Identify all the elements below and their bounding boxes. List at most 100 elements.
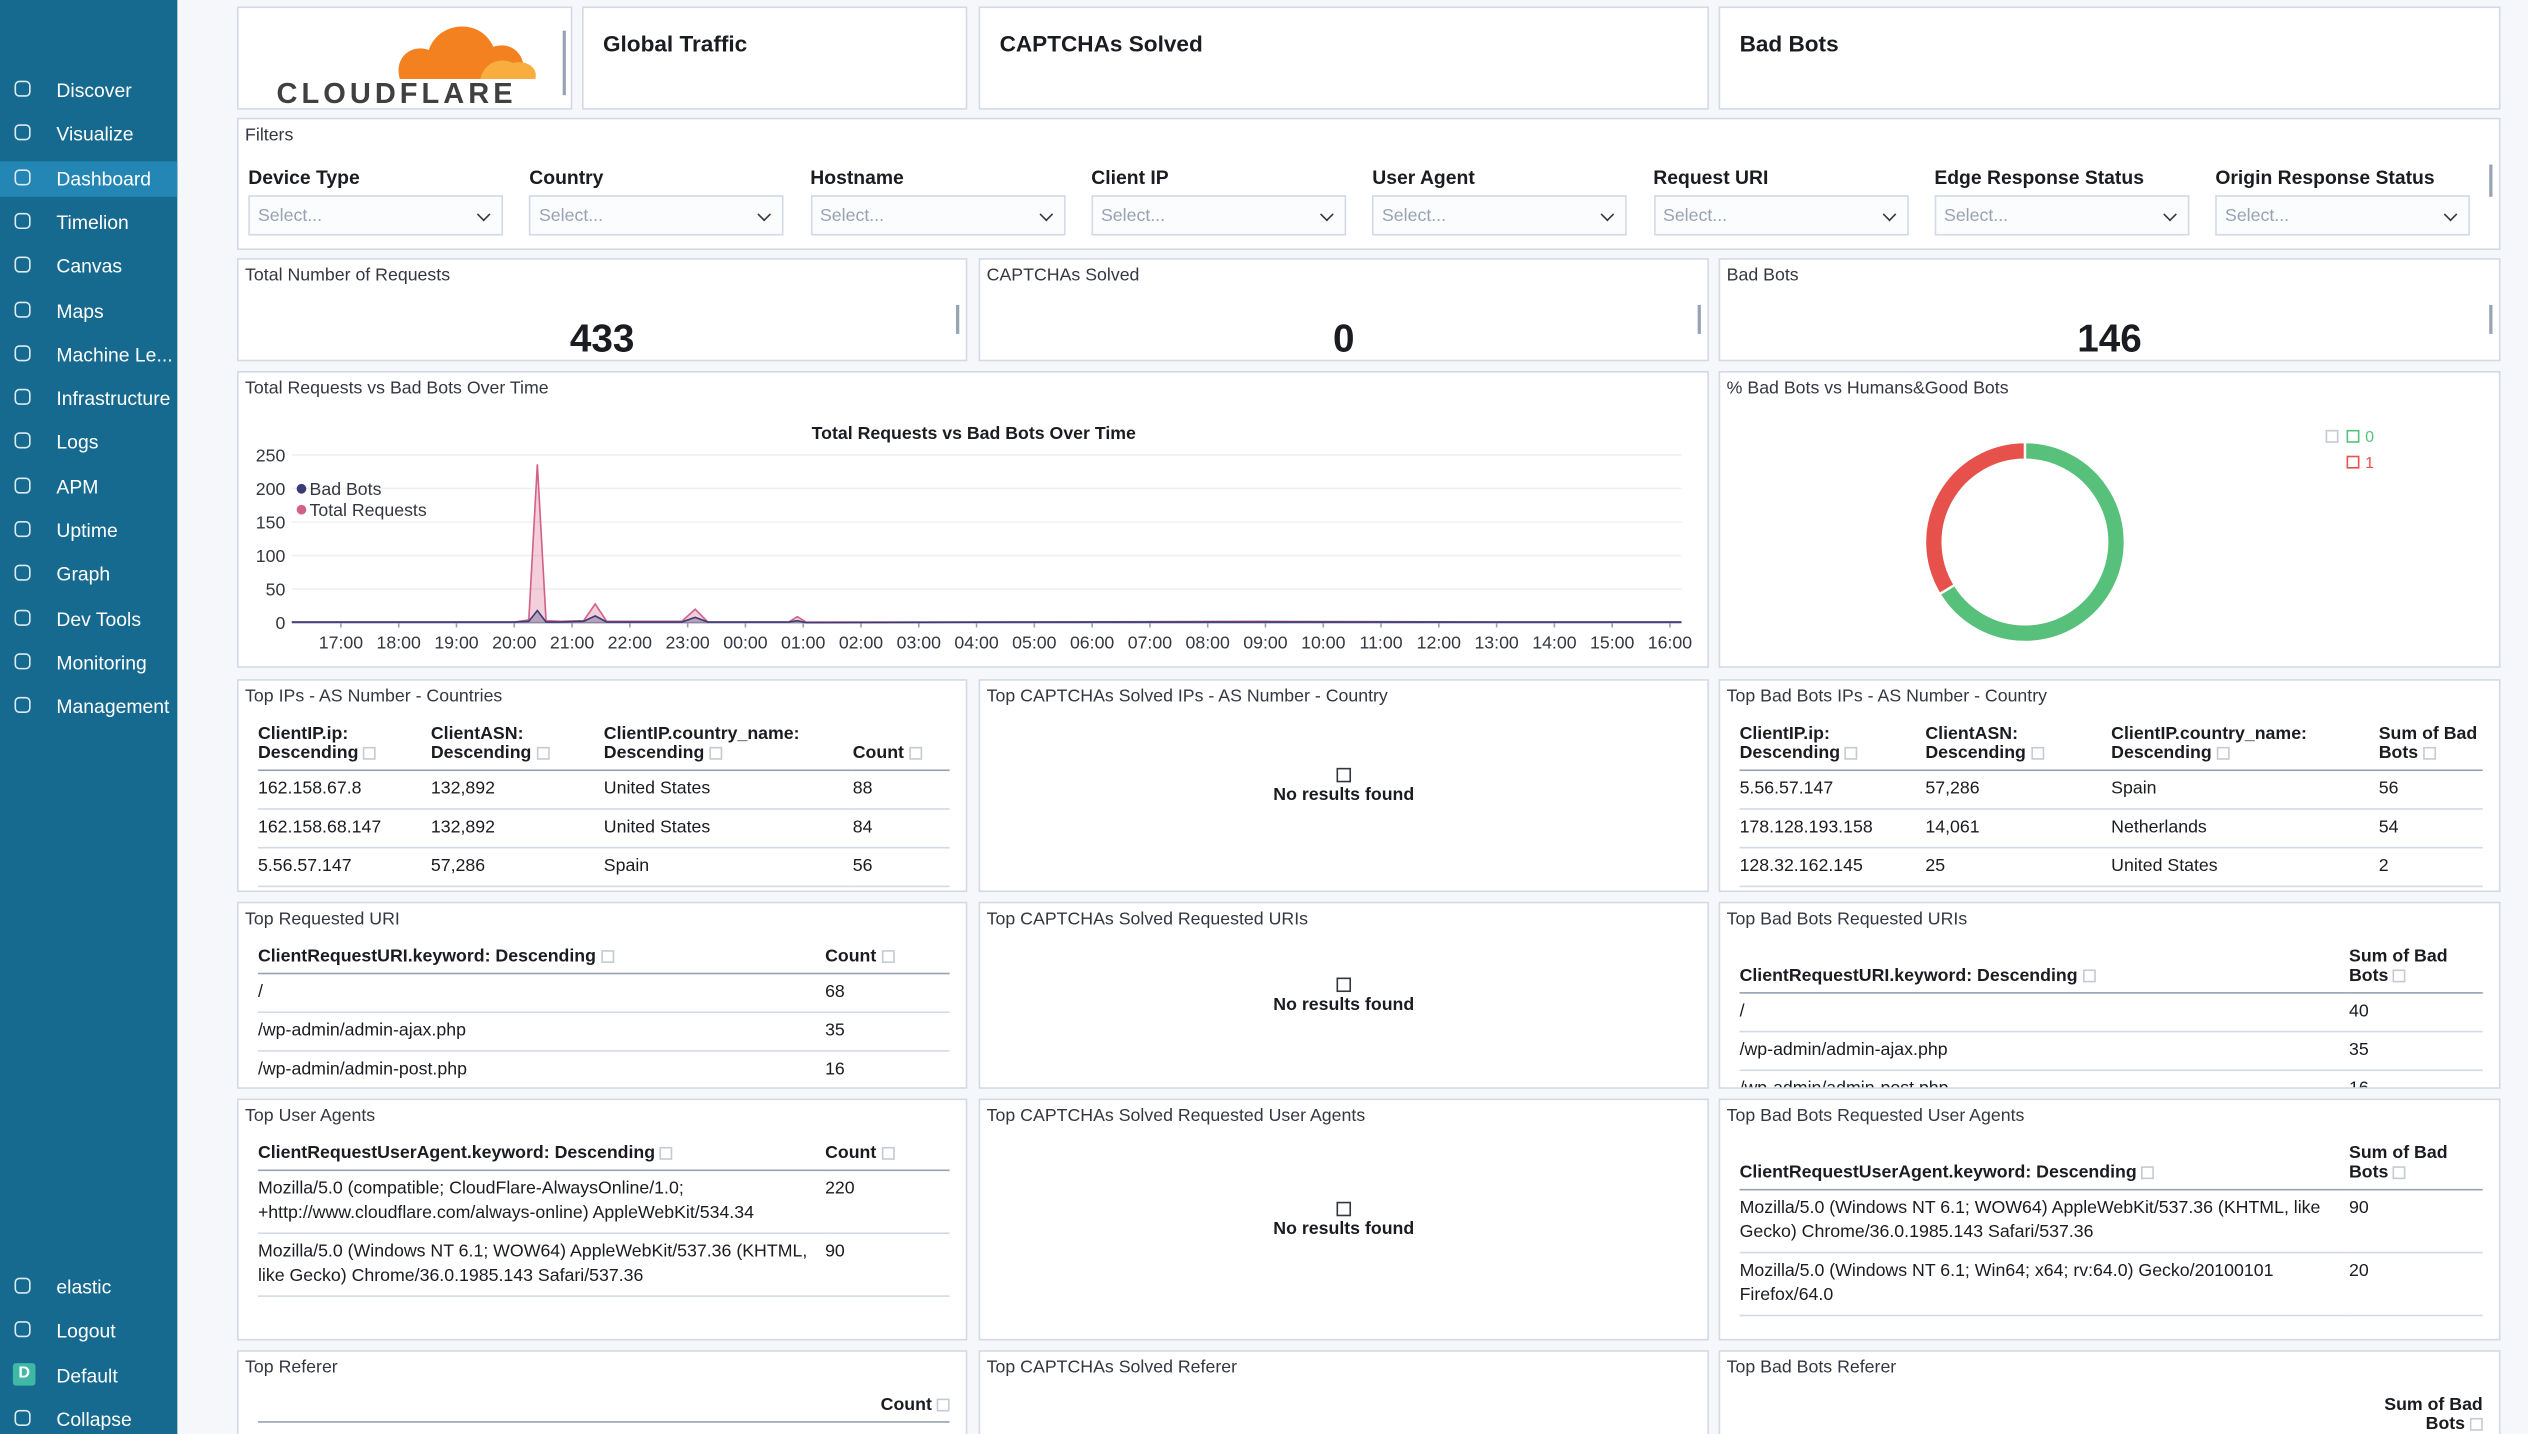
x-tick-label: 16:00 — [1648, 632, 1692, 652]
metric-title: Total Number of Requests — [245, 266, 451, 286]
nav-label: Logout — [56, 1319, 116, 1343]
table-cell: 56 — [852, 847, 950, 888]
column-header: Sum of Bad Bots — [1739, 1390, 2483, 1434]
table-row: Mozilla/5.0 (compatible; CloudFlare-Alwa… — [257, 1170, 950, 1235]
header-panel: Global Traffic — [582, 6, 968, 110]
panel-title: Top CAPTCHAs Solved IPs - AS Number - Co… — [986, 687, 1388, 707]
table-panel: Top User Agents ClientRequestUserAgent.ke… — [236, 1098, 968, 1341]
filter-select[interactable]: Select... — [529, 195, 785, 236]
filter-label: User Agent — [1372, 166, 1475, 189]
header-row: Sum of Bad Bots — [1739, 1390, 2483, 1434]
header-row: ClientRequestUserAgent.keyword: Descendi… — [257, 1138, 950, 1172]
nav-icon — [14, 1409, 31, 1426]
filters-panel: Filters Device Type Select... Country Select… — [236, 117, 2501, 251]
filter-label: Hostname — [810, 166, 904, 189]
chart-title: Total Requests vs Bad Bots Over Time — [812, 423, 1136, 443]
nav-item[interactable]: Machine Le... — [0, 337, 177, 372]
x-tick-label: 15:00 — [1590, 632, 1634, 652]
filter-select[interactable]: Select... — [1372, 195, 1628, 236]
nav-item[interactable]: Dashboard — [0, 160, 178, 197]
nav-label: Visualize — [56, 123, 134, 146]
nav-item[interactable]: Collapse — [0, 1402, 177, 1434]
donut-slice — [1923, 440, 2027, 596]
sidebar: Discover Visualize Dashboard Timelion Canvas… — [0, 0, 178, 1434]
column-header-text: ClientRequestURI.keyword: Descending — [257, 946, 596, 967]
sort-icon — [709, 747, 723, 760]
empty-icon — [1336, 767, 1352, 783]
nav-icon — [14, 476, 31, 494]
nav-item[interactable]: Management — [0, 689, 177, 724]
header-title: Bad Bots — [1739, 30, 1839, 57]
filter-select[interactable]: Select... — [248, 195, 504, 236]
nav-item[interactable]: Infrastructure — [0, 381, 177, 416]
nav-item[interactable]: APM — [0, 469, 177, 504]
table-cell: 35 — [2349, 1031, 2483, 1072]
nav-label: Uptime — [56, 519, 118, 543]
header-title: Global Traffic — [602, 30, 748, 57]
nav-label: Default — [56, 1364, 118, 1387]
empty-state: No results found — [980, 977, 1707, 1015]
nav-label: Maps — [56, 299, 104, 322]
filter-select[interactable]: Select... — [1934, 195, 2190, 236]
sort-icon — [2030, 747, 2044, 760]
panel-title: Top IPs - AS Number - Countries — [245, 687, 503, 707]
nav-item[interactable]: Logout — [0, 1314, 177, 1349]
filter-select[interactable]: Select... — [1091, 195, 1347, 236]
table-cell: 132,892 — [430, 808, 604, 849]
placeholder: Select... — [1943, 206, 2009, 226]
nav-item[interactable]: Uptime — [0, 513, 177, 548]
legend-label: 1 — [2365, 454, 2374, 472]
space-badge: D — [12, 1362, 36, 1385]
table-cell: 162.158.68.147 — [257, 808, 431, 849]
placeholder: Select... — [257, 206, 323, 226]
nav-item[interactable]: Visualize — [0, 117, 177, 152]
sort-icon — [2469, 1418, 2483, 1431]
nav-item[interactable]: elastic — [0, 1270, 177, 1305]
nav-item[interactable]: D Default — [0, 1358, 177, 1393]
sort-icon — [936, 1398, 950, 1412]
sort-icon — [659, 1147, 673, 1160]
nav-item[interactable]: Dev Tools — [0, 601, 177, 636]
table-row: Mozilla/5.0 (Windows NT 6.1; Win64; x64;… — [1739, 1252, 2483, 1317]
nav-item[interactable]: Timelion — [0, 205, 177, 240]
filter-select[interactable]: Select... — [1653, 195, 1909, 236]
logo: CLOUDFLARE — [277, 26, 566, 108]
column-header: Sum of Bad Bots — [2349, 942, 2483, 994]
nav-item[interactable]: Discover — [0, 73, 177, 108]
panel-title: Top CAPTCHAs Solved Referer — [986, 1358, 1238, 1378]
x-tick-label: 08:00 — [1186, 632, 1230, 652]
nav-icon — [14, 168, 31, 185]
x-tick-label: 21:00 — [550, 632, 594, 652]
table-cell: 128.32.162.145 — [1739, 847, 1926, 888]
column-header: ClientRequestURI.keyword: Descending — [257, 942, 826, 975]
nav-icon — [14, 300, 31, 317]
nav-item[interactable]: Graph — [0, 557, 177, 592]
empty-icon — [1336, 977, 1352, 993]
header-row: Count — [257, 1390, 950, 1423]
metric-value: 0 — [1332, 317, 1355, 362]
nav-icon — [14, 521, 31, 538]
table-cell: 132,892 — [430, 770, 604, 810]
nav-item[interactable]: Maps — [0, 293, 177, 328]
y-tick-label: 100 — [256, 546, 286, 566]
table-row: Mozilla/5.0 (Windows NT 6.1; WOW64) Appl… — [1739, 1189, 2483, 1254]
filter-select[interactable]: Select... — [2215, 195, 2471, 236]
sort-icon — [2393, 969, 2407, 983]
metric-title: Bad Bots — [1726, 266, 1799, 286]
table-row: /wp-admin/admin-ajax.php 35 — [257, 1012, 950, 1052]
nav-label: Management — [56, 695, 170, 719]
column-header-text: ClientIP.ip: Descending — [1739, 724, 1841, 763]
nav-item[interactable]: Canvas — [0, 249, 177, 284]
data-table: ClientRequestUserAgent.keyword: Descendi… — [257, 1138, 950, 1297]
nav-label: Discover — [56, 79, 132, 102]
nav-item[interactable]: Monitoring — [0, 645, 177, 680]
scrollbar — [2489, 304, 2493, 334]
filters-title: Filters — [245, 125, 294, 146]
filter-select[interactable]: Select... — [810, 195, 1066, 236]
nav-icon — [14, 256, 31, 273]
x-tick-label: 09:00 — [1243, 632, 1287, 652]
panel-title: % Bad Bots vs Humans&Good Bots — [1726, 379, 2009, 399]
x-tick-label: 04:00 — [954, 632, 998, 652]
donut-chart: 01 — [1923, 428, 2374, 644]
nav-item[interactable]: Logs — [0, 425, 177, 460]
